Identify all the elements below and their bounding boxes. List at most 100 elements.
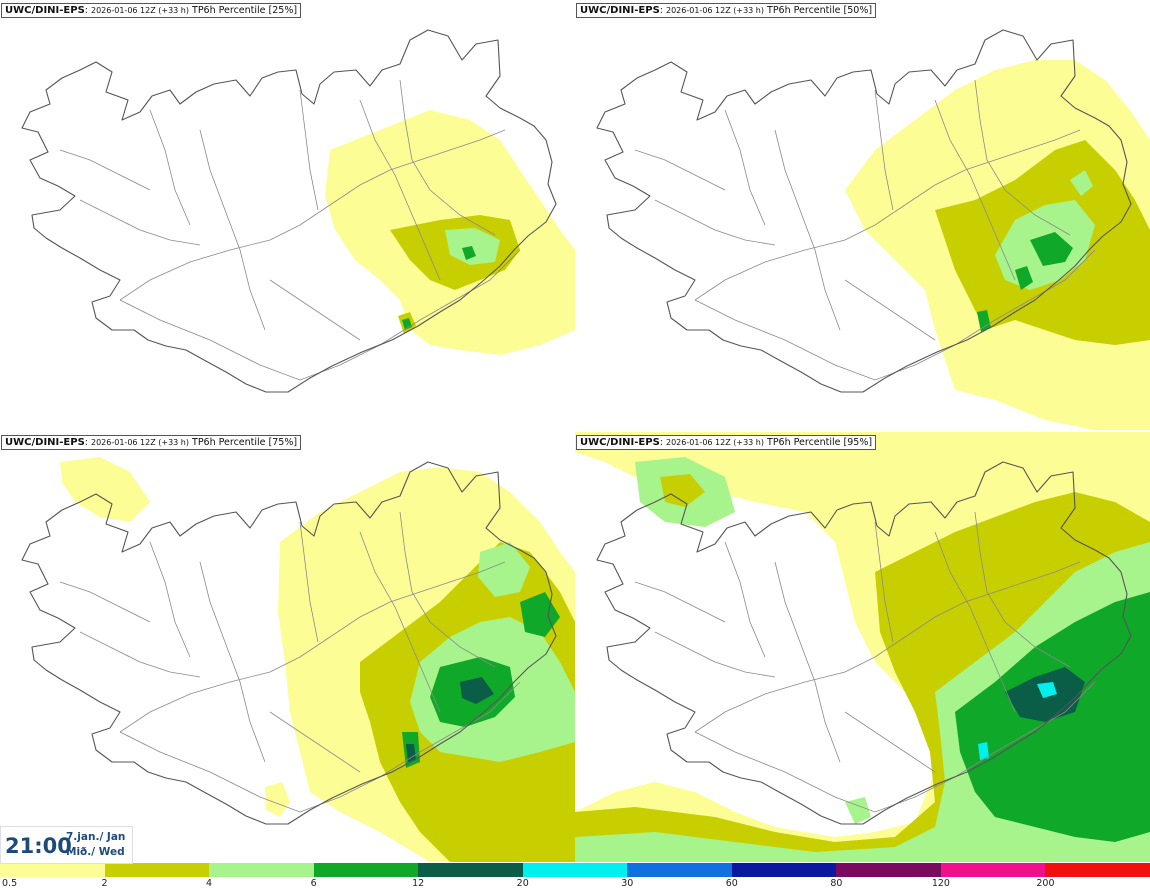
legend-tick-label: 2	[101, 878, 108, 889]
road-line	[974, 511, 1071, 668]
road-line	[79, 199, 201, 246]
legend-swatch	[522, 863, 628, 877]
legend-tick-label: 120	[931, 878, 950, 889]
road-line	[119, 249, 521, 381]
legend-tick-label: 20	[516, 878, 529, 889]
road-line	[79, 631, 201, 678]
road-line	[149, 541, 191, 658]
road-line	[874, 521, 894, 643]
road-line	[974, 79, 1071, 236]
road-line	[774, 129, 841, 331]
legend-swatch	[1045, 863, 1150, 877]
precip-contour	[460, 677, 494, 704]
precip-contour	[478, 542, 530, 597]
legend-tick-label: 80	[830, 878, 843, 889]
legend-swatch	[0, 863, 105, 877]
panel-title: UWC/DINI-EPS: 2026-01-06 12Z (+33 h) TP6…	[1, 435, 302, 450]
legend-tick-label: 200	[1036, 878, 1055, 889]
panel-divider	[0, 430, 1150, 432]
iceland-coastline	[596, 461, 1132, 825]
legend-swatch	[731, 863, 837, 877]
road-line	[359, 99, 441, 281]
road-line	[694, 681, 1096, 813]
road-line	[634, 149, 726, 191]
road-line	[359, 531, 441, 713]
road-line	[199, 561, 266, 763]
road-line	[724, 541, 766, 658]
precip-map	[21, 457, 575, 862]
road-line	[634, 581, 726, 623]
precip-contour	[265, 782, 290, 817]
precip-contour	[60, 457, 150, 522]
panel-percentile-50: UWC/DINI-EPS: 2026-01-06 12Z (+33 h) TP6…	[575, 0, 1150, 430]
road-line	[694, 249, 1096, 381]
legend-swatch	[104, 863, 210, 877]
precip-contour	[1070, 170, 1093, 196]
precip-contour	[462, 246, 476, 260]
precip-map	[575, 432, 1150, 862]
legend-tick-label: 12	[412, 878, 425, 889]
precip-contour	[978, 742, 989, 760]
road-line	[59, 149, 151, 191]
road-line	[199, 129, 266, 331]
legend-ticks: 0.5 2 4 6 12 20 30 60 80 120 200	[0, 877, 1150, 891]
road-line	[934, 99, 1016, 281]
iceland-coastline	[21, 29, 557, 393]
road-line	[774, 561, 841, 763]
road-line	[299, 89, 319, 211]
road-line	[59, 581, 151, 623]
precip-contour	[1037, 682, 1057, 698]
road-line	[844, 711, 936, 773]
road-line	[269, 711, 361, 773]
legend-swatch	[940, 863, 1046, 877]
legend-swatch	[836, 863, 941, 877]
precip-map	[21, 29, 575, 393]
precip-map	[596, 29, 1150, 430]
road-line	[654, 631, 776, 678]
road-line	[269, 279, 361, 341]
valid-weekday: Mið./ Wed	[66, 846, 125, 858]
legend-swatch	[209, 863, 314, 877]
road-line	[694, 561, 1081, 733]
precip-contour	[977, 310, 991, 332]
road-line	[119, 681, 521, 813]
road-line	[934, 531, 1016, 713]
precip-contour	[445, 228, 500, 265]
road-line	[399, 79, 496, 236]
valid-time: 21:00	[5, 834, 72, 858]
road-line	[654, 199, 776, 246]
legend-tick-label: 4	[206, 878, 213, 889]
panel-percentile-95: UWC/DINI-EPS: 2026-01-06 12Z (+33 h) TP6…	[575, 432, 1150, 862]
road-line	[844, 279, 936, 341]
iceland-coastline	[596, 29, 1132, 393]
road-line	[299, 521, 319, 643]
road-line	[149, 109, 191, 226]
legend-tick-label: 30	[621, 878, 634, 889]
legend-color-bar	[0, 863, 1150, 877]
panel-title: UWC/DINI-EPS: 2026-01-06 12Z (+33 h) TP6…	[576, 3, 877, 18]
panel-title: UWC/DINI-EPS: 2026-01-06 12Z (+33 h) TP6…	[576, 435, 877, 450]
iceland-coastline	[21, 461, 557, 825]
precip-contour	[1015, 266, 1033, 290]
road-line	[874, 89, 894, 211]
legend-tick-label: 60	[725, 878, 738, 889]
road-line	[724, 109, 766, 226]
precip-contour	[845, 797, 871, 824]
color-legend: 0.5 2 4 6 12 20 30 60 80 120 200	[0, 863, 1150, 891]
precip-contour	[660, 474, 705, 507]
road-line	[119, 129, 506, 301]
legend-swatch	[313, 863, 419, 877]
legend-tick-label: 0.5	[2, 878, 18, 889]
road-line	[119, 561, 506, 733]
precip-contour	[406, 744, 416, 762]
valid-date: 7.jan./ Jan	[66, 831, 126, 843]
legend-swatch	[418, 863, 523, 877]
road-line	[399, 511, 496, 668]
legend-swatch	[627, 863, 732, 877]
valid-time-box: 21:00 7.jan./ Jan Mið./ Wed	[0, 826, 133, 864]
precip-contour	[1030, 232, 1073, 266]
legend-tick-label: 6	[310, 878, 317, 889]
road-line	[694, 129, 1081, 301]
panel-title: UWC/DINI-EPS: 2026-01-06 12Z (+33 h) TP6…	[1, 3, 302, 18]
panel-percentile-25: UWC/DINI-EPS: 2026-01-06 12Z (+33 h) TP6…	[0, 0, 575, 430]
